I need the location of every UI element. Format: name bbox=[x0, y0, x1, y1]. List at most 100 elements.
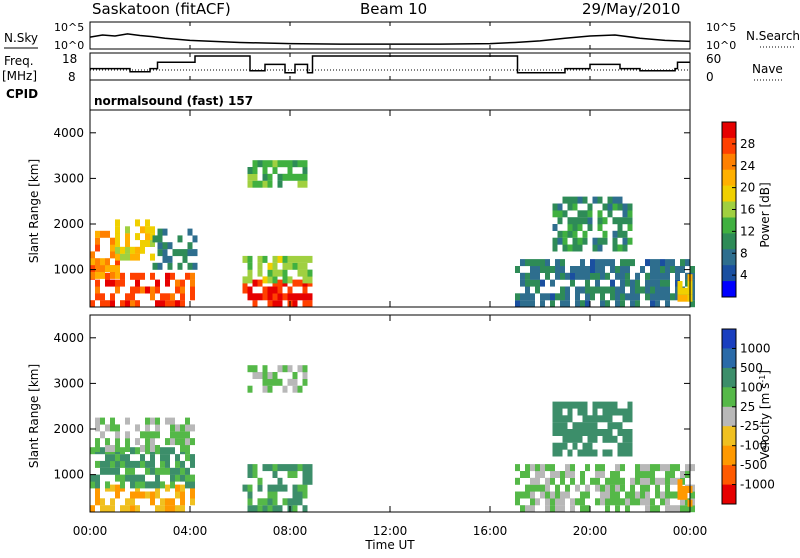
range-cell bbox=[145, 438, 150, 446]
range-cell bbox=[567, 217, 573, 225]
range-cell bbox=[675, 272, 680, 280]
range-cell bbox=[597, 429, 603, 436]
range-cell bbox=[272, 293, 278, 301]
range-cell bbox=[612, 196, 618, 204]
range-cell bbox=[645, 498, 650, 506]
range-cell bbox=[602, 408, 608, 416]
range-cell bbox=[100, 447, 105, 455]
range-cell bbox=[247, 464, 253, 472]
range-cell bbox=[577, 408, 583, 416]
range-cell bbox=[572, 203, 578, 211]
range-cell bbox=[590, 272, 595, 280]
range-cell bbox=[95, 286, 100, 294]
range-cell bbox=[100, 460, 105, 468]
range-cell bbox=[135, 481, 140, 489]
range-cell bbox=[627, 449, 633, 457]
range-cell bbox=[105, 424, 110, 432]
range-cell bbox=[610, 471, 615, 478]
range-cell bbox=[155, 445, 160, 452]
range-cell bbox=[257, 293, 263, 301]
range-cell bbox=[185, 454, 190, 462]
range-cell bbox=[650, 498, 655, 506]
range-cell bbox=[130, 505, 135, 513]
range-cell bbox=[135, 491, 140, 499]
range-cell bbox=[525, 272, 530, 280]
range-cell bbox=[180, 279, 185, 287]
range-cell bbox=[640, 471, 645, 478]
range-cell bbox=[292, 491, 298, 499]
colorbar-tick-label: 100 bbox=[740, 380, 763, 394]
range-cell bbox=[575, 484, 580, 492]
range-cell bbox=[570, 279, 575, 287]
range-cell bbox=[272, 372, 278, 379]
range-cell bbox=[262, 286, 268, 294]
range-cell bbox=[550, 300, 555, 308]
range-cell bbox=[145, 460, 150, 468]
range-cell bbox=[562, 415, 568, 423]
range-cell bbox=[620, 484, 625, 492]
range-cell bbox=[257, 484, 263, 492]
range-cell bbox=[630, 259, 635, 267]
range-cell bbox=[582, 415, 588, 423]
range-cell bbox=[267, 385, 273, 393]
range-cell bbox=[640, 477, 645, 485]
range-cell bbox=[540, 484, 545, 492]
range-cell bbox=[595, 484, 600, 492]
range-cell bbox=[277, 255, 283, 263]
range-cell bbox=[110, 244, 115, 252]
range-cell bbox=[607, 196, 613, 204]
range-cell bbox=[525, 471, 530, 478]
range-cell bbox=[655, 286, 660, 294]
range-cell bbox=[545, 464, 550, 472]
range-cell bbox=[630, 300, 635, 308]
range-cell bbox=[155, 491, 160, 499]
range-cell bbox=[140, 246, 145, 254]
freq-unit-label: [MHz] bbox=[2, 69, 37, 83]
range-cell bbox=[615, 293, 620, 301]
y-tick-label: 1000 bbox=[53, 263, 84, 277]
range-cell bbox=[572, 196, 578, 204]
range-cell bbox=[590, 477, 595, 485]
range-cell bbox=[660, 498, 665, 506]
cpid-text: normalsound (fast) 157 bbox=[94, 94, 253, 108]
range-cell bbox=[557, 429, 563, 436]
range-cell bbox=[125, 240, 130, 247]
range-cell bbox=[600, 471, 605, 478]
range-cell bbox=[170, 293, 175, 301]
range-cell bbox=[582, 210, 588, 218]
range-cell bbox=[297, 262, 303, 270]
range-cell bbox=[190, 438, 195, 446]
range-cell bbox=[555, 491, 560, 499]
range-cell bbox=[292, 255, 298, 263]
range-cell bbox=[602, 435, 608, 443]
range-cell bbox=[145, 424, 150, 432]
range-cell bbox=[292, 262, 298, 270]
range-cell bbox=[607, 415, 613, 423]
range-cell bbox=[565, 471, 570, 478]
range-cell bbox=[125, 233, 130, 241]
range-cell bbox=[580, 491, 585, 499]
range-cell bbox=[605, 272, 610, 280]
range-cell bbox=[575, 272, 580, 280]
range-cell bbox=[262, 255, 268, 263]
range-cell bbox=[635, 286, 640, 294]
range-cell bbox=[520, 505, 525, 513]
range-cell bbox=[555, 293, 560, 301]
range-cell bbox=[257, 255, 263, 263]
range-cell bbox=[150, 272, 155, 280]
range-cell bbox=[575, 300, 580, 308]
range-cell bbox=[610, 477, 615, 485]
range-cell bbox=[575, 286, 580, 294]
range-cell bbox=[247, 385, 253, 393]
range-cell bbox=[110, 498, 115, 506]
range-cell bbox=[145, 219, 150, 227]
range-cell bbox=[162, 255, 168, 263]
range-cell bbox=[140, 431, 145, 439]
range-cell bbox=[302, 464, 308, 472]
range-cell bbox=[595, 259, 600, 267]
range-cell bbox=[282, 276, 288, 284]
range-cell bbox=[670, 293, 675, 301]
range-cell bbox=[665, 259, 670, 267]
range-cell bbox=[267, 262, 273, 270]
